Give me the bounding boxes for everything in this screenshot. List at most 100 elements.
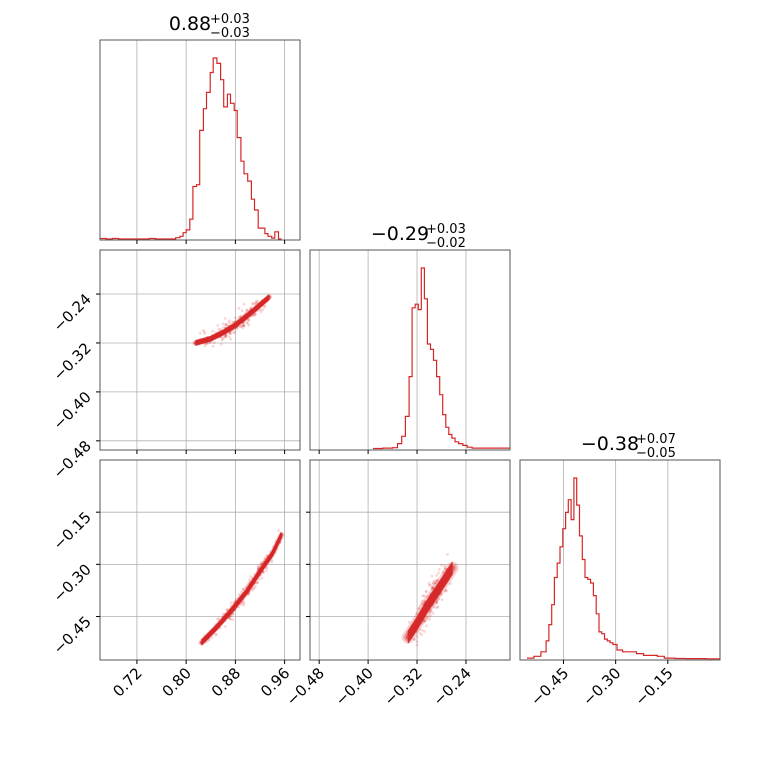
scatter-point-0-114 (245, 321, 249, 324)
scatter-point-0-31 (242, 324, 246, 327)
contour-edge-lo-2-0 (407, 572, 454, 644)
scatter-point-0-3 (241, 326, 245, 330)
scatter-point-2-255 (430, 574, 434, 578)
scatter-point-2-164 (422, 620, 426, 624)
scatter-point-0-130 (207, 341, 211, 345)
param-title-minus-1: −0.02 (426, 236, 466, 251)
scatter-point-2-38 (434, 579, 437, 583)
contour-edge-lo-1-2 (200, 535, 283, 644)
scatter-point-1-20 (252, 586, 256, 590)
scatter-point-0-110 (247, 318, 251, 322)
scatter-point-0-216 (223, 317, 227, 320)
scatter-point-2-61 (444, 567, 447, 571)
scatter-point-1-145 (262, 570, 266, 574)
x-tick-label-0-1: 0.80 (159, 664, 195, 700)
scatter-point-0-222 (235, 327, 239, 331)
scatter-point-0-151 (247, 323, 251, 327)
scatter-point-1-168 (231, 612, 235, 616)
scatter-point-2-224 (440, 593, 443, 596)
param-title-0: 0.88 (169, 13, 211, 35)
scatter-point-2-26 (433, 582, 437, 585)
scatter-point-1-226 (225, 608, 229, 612)
frame-layer (99, 39, 721, 661)
scatter-point-0-35 (203, 330, 207, 334)
scatter-point-1-202 (263, 557, 267, 561)
scatter-point-1-127 (237, 593, 241, 596)
scatter-point-2-92 (434, 581, 438, 585)
scatter-point-1-215 (245, 584, 249, 587)
scatter-point-1-214 (242, 601, 246, 605)
scatter-point-0-40 (205, 342, 208, 346)
scatter-point-1-163 (210, 635, 214, 639)
scatter-point-2-236 (436, 579, 439, 582)
scatter-point-2-44 (430, 586, 434, 589)
scatter-point-0-57 (224, 334, 228, 338)
scatter-point-1-26 (242, 603, 246, 607)
scatter-point-2-155 (418, 631, 422, 635)
scatter-point-2-134 (407, 620, 411, 624)
label-layer: 0.88+0.03−0.03−0.29+0.03−0.02−0.45 −0.30−… (50, 12, 677, 709)
scatter-point-2-73 (441, 570, 445, 574)
contour-edge-hi-2-0 (407, 561, 454, 633)
scatter-point-1-111 (256, 581, 259, 584)
scatter-point-1-234 (242, 587, 246, 591)
scatter-point-1-43 (225, 608, 229, 612)
scatter-point-2-59 (446, 553, 449, 556)
scatter-point-2-182 (418, 604, 422, 607)
contour-edge-hi-0-2 (195, 295, 270, 344)
tick-layer (96, 240, 669, 664)
contour-edge-lo-0-2 (195, 297, 270, 345)
scatter-point-0-175 (252, 314, 256, 317)
scatter-point-1-183 (256, 581, 259, 584)
scatter-point-2-33 (434, 582, 437, 585)
scatter-point-0-19 (237, 307, 241, 310)
scatter-point-2-22 (444, 568, 447, 572)
scatter-point-2-85 (436, 579, 439, 583)
scatter-point-0-70 (221, 322, 225, 326)
scatter-point-2-195 (435, 574, 439, 577)
scatter-point-0-218 (220, 338, 224, 342)
scatter-point-0-93 (254, 302, 258, 305)
scatter-point-1-231 (214, 633, 218, 637)
scatter-point-0-143 (216, 323, 220, 327)
scatter-point-0-223 (203, 332, 207, 336)
scatter-point-0-84 (228, 332, 232, 335)
scatter-point-0-41 (242, 302, 246, 306)
scatter-point-0-239 (227, 321, 231, 325)
scatter-point-1-208 (216, 617, 219, 621)
scatter-point-2-206 (424, 619, 427, 623)
scatter-point-0-108 (221, 337, 224, 340)
y-tick-label-1-0: −0.48 (50, 437, 95, 482)
scatter-point-2-53 (427, 618, 431, 621)
scatter-point-1-248 (235, 597, 238, 601)
scatter-point-2-39 (440, 563, 443, 567)
scatter-point-1-22 (208, 638, 211, 641)
x-tick-label-1-1: −0.40 (332, 664, 377, 709)
scatter-point-0-206 (238, 315, 241, 319)
scatter-point-1-133 (265, 554, 269, 558)
scatter-point-2-120 (443, 589, 447, 592)
scatter-point-2-40 (437, 597, 441, 601)
scatter-point-0-52 (241, 309, 244, 313)
scatter-point-2-74 (431, 581, 435, 585)
scatter-point-1-153 (240, 590, 244, 594)
scatter-point-1-221 (229, 601, 233, 605)
param-title-minus-2: −0.05 (636, 446, 676, 461)
scatter-point-2-259 (431, 586, 434, 590)
panel-2-1 (309, 459, 511, 661)
scatter-point-2-111 (434, 601, 438, 605)
contour-edge-hi-2-2 (407, 566, 454, 637)
scatter-point-2-241 (417, 606, 421, 610)
scatter-point-0-233 (252, 301, 255, 305)
scatter-point-0-25 (229, 332, 232, 336)
scatter-point-0-131 (233, 330, 237, 334)
scatter-point-2-242 (415, 635, 419, 639)
scatter-point-0-128 (224, 335, 228, 339)
scatter-point-1-38 (249, 575, 253, 578)
scatter-point-0-160 (259, 310, 263, 314)
pair-2 (401, 553, 459, 647)
scatter-point-2-188 (431, 612, 435, 615)
scatter-point-0-182 (243, 324, 246, 328)
scatter-point-1-186 (270, 560, 274, 564)
